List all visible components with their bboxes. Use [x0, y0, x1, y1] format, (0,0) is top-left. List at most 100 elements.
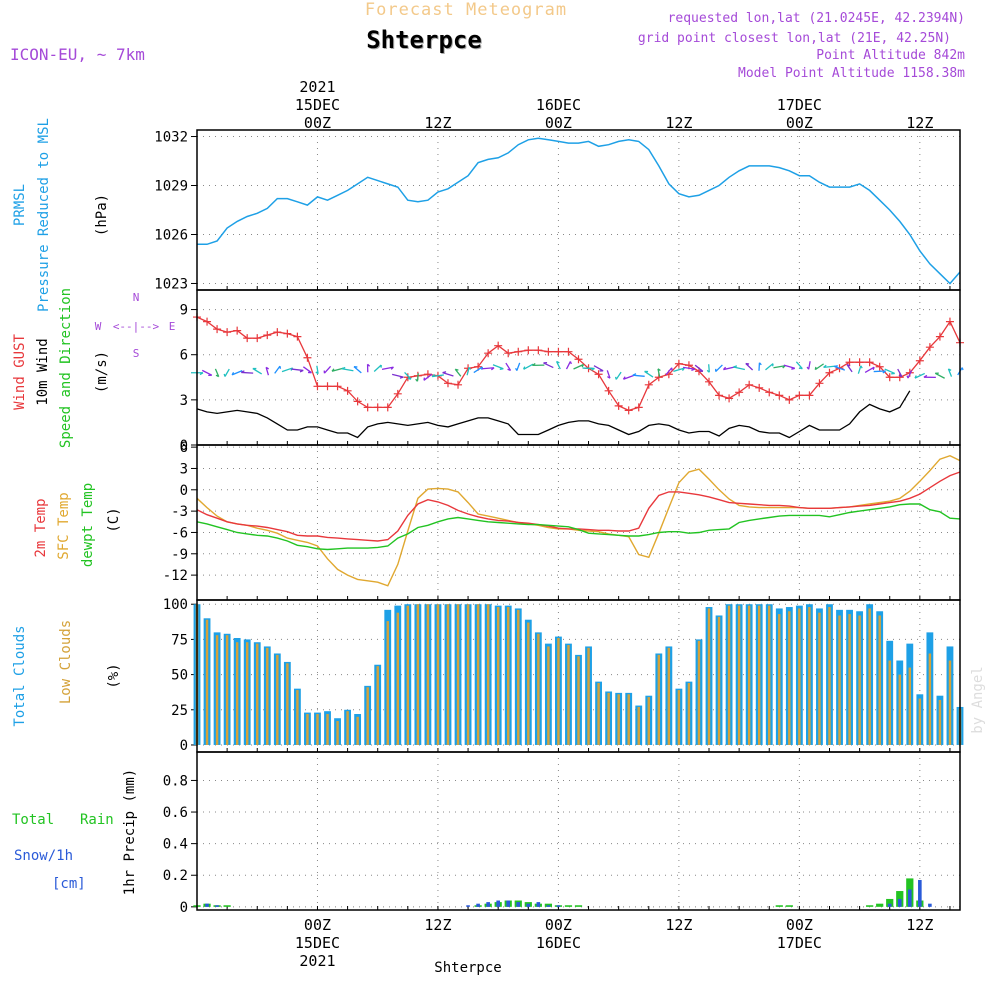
- gust-marker: [775, 391, 784, 400]
- wind-direction-arrow: [214, 368, 220, 378]
- low-cloud-bar: [798, 608, 801, 745]
- gust-marker: [895, 373, 904, 382]
- y-tick-label: 0: [180, 483, 188, 499]
- rain-bar: [775, 905, 783, 907]
- wind-direction-arrow: [482, 367, 495, 371]
- low-cloud-bar: [286, 663, 289, 745]
- low-cloud-bar: [868, 608, 871, 745]
- wind-direction-arrow: [947, 368, 953, 377]
- low-cloud-bar: [245, 642, 249, 745]
- low-cloud-bar: [537, 633, 540, 745]
- rain-bar: [876, 903, 884, 907]
- wind-direction-arrow: [673, 367, 685, 373]
- low-clouds-label: Low Clouds: [58, 620, 74, 704]
- low-cloud-bar: [486, 604, 490, 745]
- precip-unit: 1hr Precip (mm): [122, 769, 138, 895]
- y-tick-label: 1023: [154, 276, 188, 292]
- wind-direction-arrow: [873, 370, 887, 374]
- y-tick-label: 6: [180, 348, 188, 364]
- credit-watermark: by Angel: [970, 666, 986, 733]
- rain-bar: [896, 891, 904, 907]
- gust-marker: [805, 391, 814, 400]
- low-cloud-bar: [366, 687, 369, 745]
- top-day-label: 17DEC: [777, 96, 822, 114]
- wind-direction-arrow: [806, 361, 811, 370]
- gust-marker: [945, 317, 954, 326]
- wind-direction-arrow: [252, 367, 263, 375]
- wind-unit: (m/s): [94, 351, 110, 393]
- y-tick-label: -9: [171, 547, 188, 563]
- wind-direction-arrow: [582, 367, 595, 371]
- low-cloud-bar: [356, 716, 359, 745]
- snow-bar: [486, 902, 490, 907]
- wind-direction-arrow: [864, 366, 875, 373]
- temp-dewpt-label: dewpt Temp: [80, 483, 96, 567]
- precip-rain-label: Rain: [80, 812, 114, 828]
- low-cloud-bar: [647, 697, 650, 745]
- low-cloud-bar: [306, 714, 309, 745]
- wind-10m-label: 10m Wind: [35, 338, 51, 405]
- wind-direction-arrow: [834, 365, 846, 371]
- gust-marker: [614, 401, 623, 410]
- low-cloud-bar: [697, 640, 701, 745]
- snow-bar: [516, 902, 521, 907]
- gust-marker: [504, 349, 513, 358]
- wind-speed-direction-label: Speed and Direction: [58, 288, 74, 448]
- snow-bar: [506, 900, 511, 907]
- low-cloud-bar: [336, 721, 339, 745]
- bottom-hour-label: 00Z: [304, 916, 331, 934]
- low-cloud-bar: [386, 621, 389, 745]
- snow-bar: [928, 903, 932, 907]
- top-year-label: 2021: [299, 78, 335, 96]
- snow-bar: [476, 903, 480, 907]
- compass-east: E: [169, 320, 176, 333]
- gust-marker: [594, 370, 603, 379]
- snow-bar: [897, 898, 902, 907]
- wind-direction-arrow: [223, 368, 230, 377]
- low-cloud-bar: [296, 690, 299, 745]
- y-tick-label: 25: [171, 703, 188, 719]
- wind-direction-arrow: [415, 373, 419, 382]
- wind-direction-arrow: [914, 372, 925, 379]
- gust-marker: [233, 326, 242, 335]
- low-cloud-bar: [205, 619, 209, 745]
- wind-direction-arrow: [466, 366, 472, 376]
- bottom-hour-label: 12Z: [665, 916, 692, 934]
- gust-marker: [815, 379, 824, 388]
- wind-direction-arrow: [934, 372, 945, 379]
- snow-bar: [546, 905, 551, 907]
- gust-marker: [283, 329, 292, 338]
- gust-marker: [213, 325, 222, 334]
- low-cloud-bar: [496, 607, 500, 745]
- y-tick-label: 9: [180, 303, 188, 319]
- wind-speed-line: [196, 390, 911, 439]
- wind-direction-arrow: [657, 368, 661, 377]
- low-cloud-bar: [717, 616, 721, 745]
- low-cloud-bar: [446, 604, 450, 745]
- gust-marker: [333, 382, 342, 391]
- dewpt-temp-line: [196, 503, 961, 551]
- gust-marker: [223, 328, 232, 337]
- compass-south: S: [133, 347, 140, 360]
- wind-direction-arrow: [606, 370, 611, 379]
- bottom-hour-label: 12Z: [906, 916, 933, 934]
- wind-direction-arrow: [442, 371, 454, 377]
- panel-frame: [196, 129, 961, 291]
- bottom-hour-label: 00Z: [545, 916, 572, 934]
- compass-rose: N S W E <--|-->: [95, 291, 176, 360]
- low-cloud-bar: [747, 605, 751, 745]
- bottom-day-label: 17DEC: [777, 934, 822, 952]
- gust-marker: [865, 358, 874, 367]
- wind-direction-arrow: [715, 364, 723, 373]
- precip-total-label: Total: [12, 812, 54, 828]
- compass-west: W: [95, 320, 102, 333]
- low-cloud-bar: [567, 645, 570, 745]
- wind-direction-arrow: [240, 370, 254, 374]
- wind-direction-arrow: [906, 370, 913, 379]
- wind-direction-arrow: [366, 363, 371, 373]
- low-cloud-bar: [778, 614, 781, 745]
- bottom-hour-label: 12Z: [424, 916, 451, 934]
- requested-coords: requested lon,lat (21.0245E, 42.2394N): [668, 11, 965, 26]
- clouds-unit: (%): [106, 663, 122, 688]
